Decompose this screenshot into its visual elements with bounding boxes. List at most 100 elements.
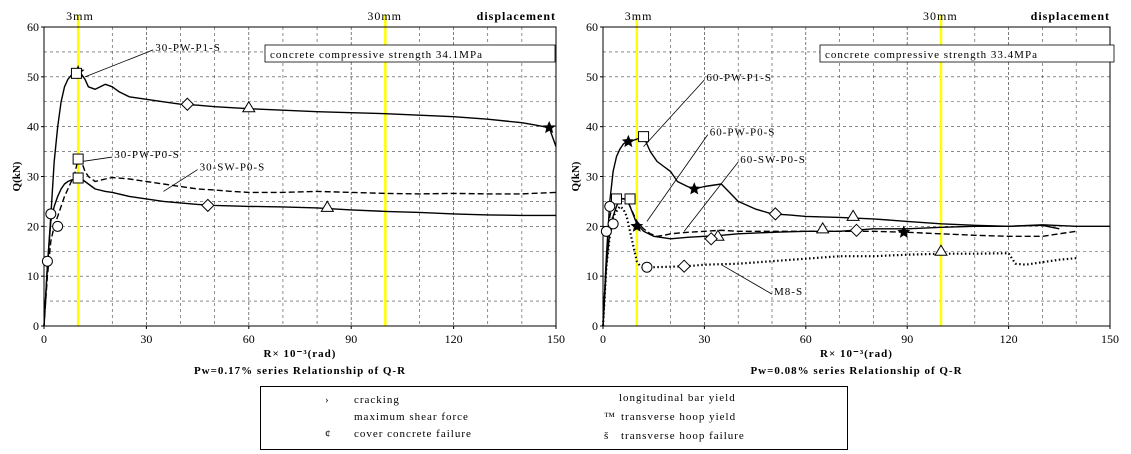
x-tick-label-150: 150 [1101,332,1119,346]
callout-leader [84,49,154,78]
y-tick-label-20: 20 [27,219,39,233]
chart-right: 3mm 30mm displacement 0 30 60 90 120 150 0 10 20 30 4… [570,9,1119,377]
legend-cover-failure-symbol: ¢ [325,428,332,440]
chart-caption: Pw=0.08% series Relationship of Q-R [750,365,962,377]
legend-hoop-yield-symbol: ™ [604,411,616,423]
marker-circle-m8-s [604,200,616,212]
callout-label-30-pw-p1-s: 30-PW-P1-S [155,42,221,54]
chart-caption: Pw=0.17% series Relationship of Q-R [194,365,406,377]
x-tick-label-120: 120 [445,332,463,346]
callout-leader [643,79,705,147]
top-label-30mm: 30mm [923,9,958,23]
marker-star-60-pw-p0-s [630,219,644,232]
series-line-30-pw-p0-s [43,158,557,327]
y-tick-label-30: 30 [27,170,39,184]
marker-circle-30-sw-p0-s [41,255,53,267]
marker-star-30-pw-p1-s [542,120,556,134]
marker-triangle-60-pw-p1-s [846,209,861,221]
marker-diamond-60-sw-p0-s [849,223,864,238]
y-tick-label-20: 20 [586,219,598,233]
x-tick-label-90: 90 [345,332,357,346]
marker-circle-60-sw-p0-s [600,225,612,237]
plot-area [44,27,556,326]
callout-leader [721,264,773,295]
annotation-box [819,44,1115,63]
marker-diamond-m8-s [677,259,691,273]
marker-triangle-30-sw-p0-s [320,200,335,212]
marker-diamond-30-sw-p0-s [201,198,215,213]
callout-label-60-sw-p0-s: 60-SW-P0-S [740,154,806,166]
callout-label-30-sw-p0-s: 30-SW-P0-S [200,162,266,174]
legend-cracking-label: cracking [354,394,400,406]
marker-circle-30-sw-p0-s [45,208,57,220]
chart-left: 3mm 30mm displacement 0 30 60 90 120 150 0 10 20 30 4… [11,9,565,377]
legend: › cracking maximum shear force ¢ cover c… [260,386,848,450]
callout-label-m8-s: M8-S [774,286,803,298]
y-tick-label-10: 10 [586,269,598,283]
annotation-text: concrete compressive strength 34.1MPa [270,49,483,61]
x-tick-label-0: 0 [600,332,606,346]
y-tick-label-50: 50 [586,70,598,84]
top-label-30mm: 30mm [367,9,402,23]
marker-star-60-pw-p1-s [621,134,635,148]
annotation-text: concrete compressive strength 33.4MPa [825,49,1038,61]
legend-bar-yield-label: longitudinal bar yield [619,392,736,404]
marker-diamond-60-pw-p1-s [768,207,783,221]
x-axis-title: R× 10⁻³(rad) [820,348,893,360]
marker-square-60-pw-p0-s [624,193,636,205]
marker-triangle-60-pw-p0-s [815,221,830,234]
x-tick-label-30: 30 [698,332,710,346]
callout-label-30-pw-p0-s: 30-PW-P0-S [114,149,180,161]
marker-square-30-pw-p0-s [72,153,84,165]
x-tick-label-0: 0 [41,332,47,346]
top-label-3mm: 3mm [625,9,653,23]
marker-square-60-pw-p1-s [638,131,650,143]
marker-circle-m8-s [641,261,653,273]
marker-star-60-pw-p0-s [897,225,911,238]
y-tick-label-30: 30 [586,170,598,184]
x-tick-label-60: 60 [243,332,255,346]
marker-square-30-pw-p1-s [70,67,82,79]
top-label-3mm: 3mm [66,9,94,23]
x-axis-title: R× 10⁻³(rad) [264,348,337,360]
legend-hoop-failure-label: transverse hoop failure [621,430,745,442]
x-tick-label-60: 60 [800,332,812,346]
y-tick-label-60: 60 [27,20,39,34]
marker-star-60-pw-p1-s [687,182,701,195]
y-axis-title: Q(kN) [570,161,582,191]
top-label-displacement: displacement [477,9,556,23]
marker-circle-m8-s [607,218,619,230]
y-axis-title: Q(kN) [11,161,23,191]
x-tick-label-150: 150 [547,332,565,346]
callout-leader [646,134,709,222]
series-line-30-sw-p0-s [43,177,556,327]
y-tick-label-10: 10 [27,269,39,283]
legend-hoop-failure-symbol: š [604,430,610,442]
y-tick-label-60: 60 [586,20,598,34]
legend-cracking-symbol: › [325,394,330,406]
legend-cover-failure-label: cover concrete failure [354,428,472,440]
y-tick-label-40: 40 [586,120,598,134]
marker-diamond-30-pw-p1-s [180,97,195,111]
legend-max-shear-label: maximum shear force [354,411,469,423]
y-tick-label-0: 0 [592,319,598,333]
x-tick-label-90: 90 [901,332,913,346]
marker-triangle-30-pw-p1-s [241,100,256,113]
marker-square-60-pw-p0-s [611,193,623,205]
marker-square-30-sw-p0-s [72,172,84,184]
y-tick-label-50: 50 [27,70,39,84]
callout-leader [683,161,739,232]
annotation-box [264,44,556,63]
y-tick-label-0: 0 [33,319,39,333]
x-tick-label-30: 30 [140,332,152,346]
top-label-displacement: displacement [1031,9,1110,23]
marker-circle-30-sw-p0-s [52,220,64,232]
callout-leader [81,156,113,162]
marker-diamond-60-sw-p0-s [704,232,718,246]
x-tick-label-120: 120 [1000,332,1018,346]
y-tick-label-40: 40 [27,120,39,134]
callout-label-60-pw-p1-s: 60-PW-P1-S [706,72,772,84]
callout-label-60-pw-p0-s: 60-PW-P0-S [710,127,776,139]
series-line-30-pw-p1-s [43,71,557,327]
callout-leader [163,169,198,192]
